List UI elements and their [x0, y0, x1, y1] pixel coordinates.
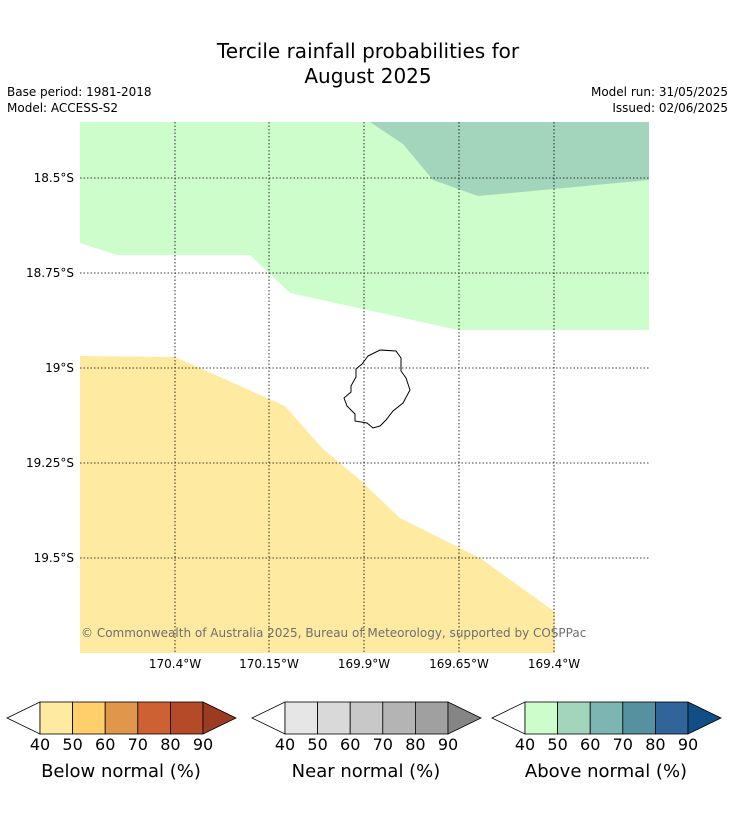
colorbar-above-swatches	[491, 701, 722, 735]
colorbar-above-over-triangle	[687, 701, 722, 735]
colorbar-below-tick: 50	[62, 735, 83, 754]
probability-map	[80, 122, 649, 653]
colorbar-above-tick: 70	[612, 735, 633, 754]
colorbar-near	[251, 701, 482, 735]
colorbar-near-tick: 90	[437, 735, 459, 754]
colorbar-below-tick: 80	[160, 735, 181, 754]
colorbar-near-tick: 80	[405, 735, 426, 754]
colorbar-below	[6, 701, 237, 735]
colorbar-above	[491, 701, 722, 735]
colorbar-below-tick: 90	[192, 735, 214, 754]
lat-label-19: 19°S	[45, 361, 74, 375]
colorbar-below-segment	[104, 701, 139, 735]
colorbar-below-tick: 60	[95, 735, 116, 754]
colorbar-below-under-triangle	[6, 701, 41, 735]
title-line-2: August 2025	[304, 64, 432, 88]
model-run: Model run: 31/05/2025	[590, 85, 728, 99]
lon-label-170-15: 170.15°W	[239, 657, 299, 671]
colorbar-below-segment	[72, 701, 106, 735]
issued-date: Issued: 02/06/2025	[612, 101, 728, 115]
colorbar-above-tick: 80	[645, 735, 666, 754]
colorbar-near-swatches	[251, 701, 482, 735]
colorbar-above-segment	[654, 701, 689, 735]
colorbar-below-tick: 40	[29, 735, 51, 754]
colorbar-below-swatches	[6, 701, 237, 735]
colorbar-above-tick: 50	[547, 735, 568, 754]
colorbar-above-segment	[557, 701, 591, 735]
colorbar-near-segment	[382, 701, 416, 735]
colorbar-above-tick: 40	[514, 735, 536, 754]
title-line-1: Tercile rainfall probabilities for	[216, 39, 520, 63]
niue-island-outline	[343, 349, 411, 429]
colorbar-above-segment	[589, 701, 624, 735]
colorbar-below-title: Below normal (%)	[41, 761, 201, 782]
colorbar-near-under-triangle	[251, 701, 286, 735]
colorbar-below-over-triangle	[202, 701, 237, 735]
colorbar-near-segment	[349, 701, 384, 735]
lat-label-19-5: 19.5°S	[33, 551, 74, 565]
colorbar-near-segment	[414, 701, 449, 735]
graticule	[80, 122, 649, 653]
colorbar-above-tick: 60	[580, 735, 601, 754]
model-name: Model: ACCESS-S2	[7, 101, 119, 115]
colorbar-above-under-triangle	[491, 701, 526, 735]
colorbar-near-segment	[317, 701, 351, 735]
lat-label-18-75: 18.75°S	[26, 266, 74, 280]
colorbar-near-title: Near normal (%)	[291, 761, 441, 782]
lat-label-18-5: 18.5°S	[33, 171, 74, 185]
colorbar-above-segment	[524, 701, 558, 735]
colorbar-below-tick: 70	[127, 735, 148, 754]
colorbar-above-tick: 90	[677, 735, 699, 754]
lat-label-19-25: 19.25°S	[26, 456, 74, 470]
colorbar-near-over-triangle	[447, 701, 482, 735]
lon-label-170-4: 170.4°W	[148, 657, 202, 671]
copyright-notice: © Commonwealth of Australia 2025, Bureau…	[81, 626, 587, 640]
lon-label-169-9: 169.9°W	[337, 657, 391, 671]
colorbar-below-segment	[39, 701, 73, 735]
colorbar-above-title: Above normal (%)	[524, 761, 688, 782]
lon-label-169-65: 169.65°W	[429, 657, 489, 671]
colorbar-near-tick: 50	[307, 735, 328, 754]
base-period: Base period: 1981-2018	[7, 85, 152, 99]
below-normal-40-50-region	[80, 356, 555, 653]
colorbar-near-tick: 40	[274, 735, 296, 754]
colorbar-near-segment	[284, 701, 318, 735]
colorbar-below-segment	[137, 701, 171, 735]
lon-label-169-4: 169.4°W	[527, 657, 581, 671]
colorbar-near-tick: 70	[372, 735, 393, 754]
colorbar-above-segment	[622, 701, 656, 735]
colorbar-below-segment	[169, 701, 204, 735]
above-normal-50-60-region	[370, 122, 649, 196]
colorbar-near-tick: 60	[340, 735, 361, 754]
